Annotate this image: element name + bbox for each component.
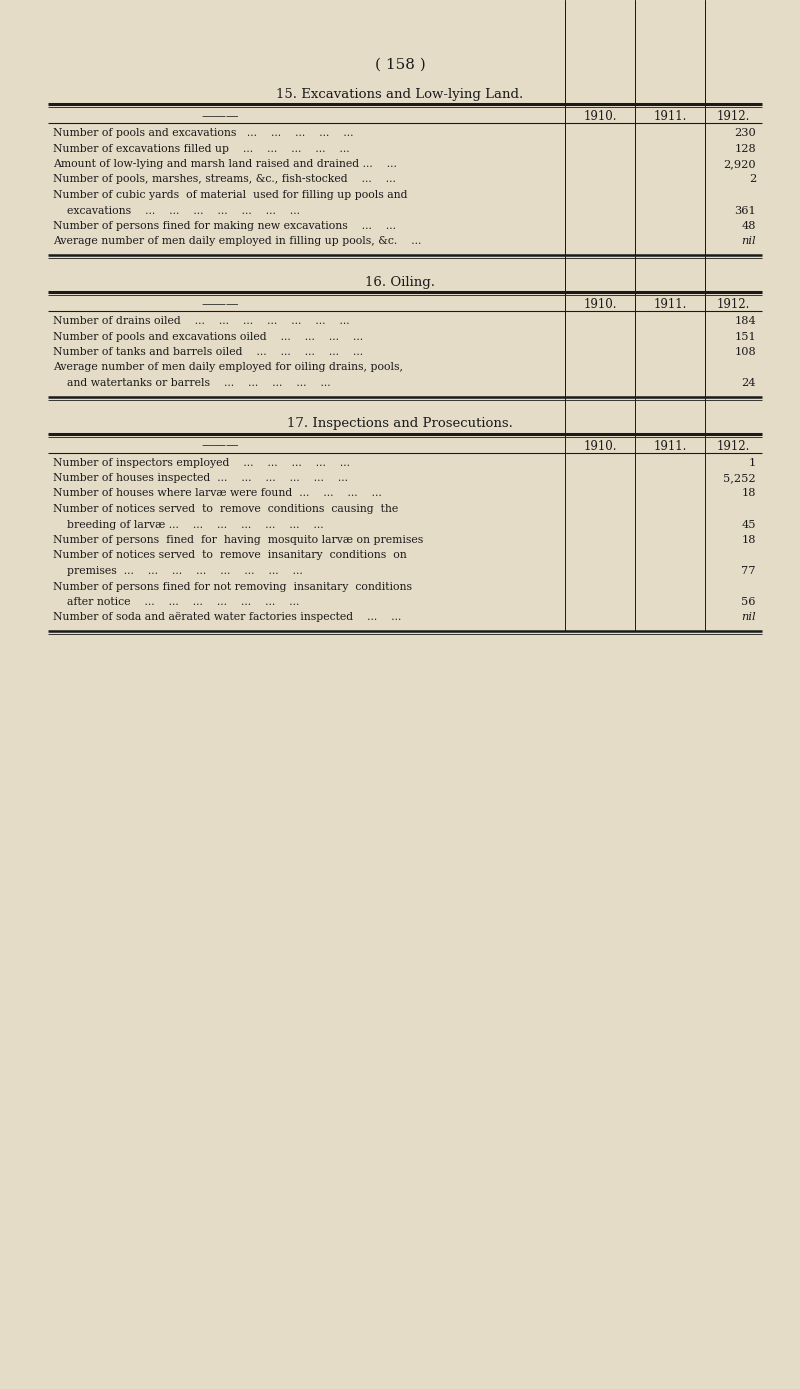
Text: 1911.: 1911. xyxy=(654,299,686,311)
Text: after notice    ...    ...    ...    ...    ...    ...    ...: after notice ... ... ... ... ... ... ... xyxy=(53,597,299,607)
Text: Number of soda and aërated water factories inspected    ...    ...: Number of soda and aërated water factori… xyxy=(53,613,402,622)
Text: Number of pools, marshes, streams, &c., fish-stocked    ...    ...: Number of pools, marshes, streams, &c., … xyxy=(53,175,396,185)
Text: Number of pools and excavations oiled    ...    ...    ...    ...: Number of pools and excavations oiled ..… xyxy=(53,332,363,342)
Text: Number of notices served  to  remove  conditions  causing  the: Number of notices served to remove condi… xyxy=(53,504,398,514)
Text: Number of persons  fined  for  having  mosquito larvæ on premises: Number of persons fined for having mosqu… xyxy=(53,535,423,544)
Text: excavations    ...    ...    ...    ...    ...    ...    ...: excavations ... ... ... ... ... ... ... xyxy=(53,206,300,215)
Text: 18: 18 xyxy=(742,535,756,544)
Text: Amount of low-lying and marsh land raised and drained ...    ...: Amount of low-lying and marsh land raise… xyxy=(53,158,397,169)
Text: 128: 128 xyxy=(734,143,756,154)
Text: 1: 1 xyxy=(749,457,756,468)
Text: 184: 184 xyxy=(734,317,756,326)
Text: Number of drains oiled    ...    ...    ...    ...    ...    ...    ...: Number of drains oiled ... ... ... ... .… xyxy=(53,317,350,326)
Text: 1912.: 1912. xyxy=(717,439,750,453)
Text: premises  ...    ...    ...    ...    ...    ...    ...    ...: premises ... ... ... ... ... ... ... ... xyxy=(53,565,302,576)
Text: 230: 230 xyxy=(734,128,756,138)
Text: 1911.: 1911. xyxy=(654,110,686,124)
Text: 1910.: 1910. xyxy=(583,299,617,311)
Text: 24: 24 xyxy=(742,378,756,388)
Text: Number of houses where larvæ were found  ...    ...    ...    ...: Number of houses where larvæ were found … xyxy=(53,489,382,499)
Text: 2: 2 xyxy=(749,175,756,185)
Text: ———: ——— xyxy=(202,110,238,124)
Text: nil: nil xyxy=(742,236,756,246)
Text: and watertanks or barrels    ...    ...    ...    ...    ...: and watertanks or barrels ... ... ... ..… xyxy=(53,378,330,388)
Text: 361: 361 xyxy=(734,206,756,215)
Text: 18: 18 xyxy=(742,489,756,499)
Text: 56: 56 xyxy=(742,597,756,607)
Text: nil: nil xyxy=(742,613,756,622)
Text: Average number of men daily employed for oiling drains, pools,: Average number of men daily employed for… xyxy=(53,363,403,372)
Text: Number of excavations filled up    ...    ...    ...    ...    ...: Number of excavations filled up ... ... … xyxy=(53,143,350,154)
Text: 77: 77 xyxy=(742,565,756,576)
Text: 5,252: 5,252 xyxy=(723,474,756,483)
Text: 16. Oiling.: 16. Oiling. xyxy=(365,276,435,289)
Text: breeding of larvæ ...    ...    ...    ...    ...    ...    ...: breeding of larvæ ... ... ... ... ... ..… xyxy=(53,519,324,529)
Text: ———: ——— xyxy=(202,439,238,453)
Text: Number of inspectors employed    ...    ...    ...    ...    ...: Number of inspectors employed ... ... ..… xyxy=(53,457,350,468)
Text: 1912.: 1912. xyxy=(717,299,750,311)
Text: Number of houses inspected  ...    ...    ...    ...    ...    ...: Number of houses inspected ... ... ... .… xyxy=(53,474,348,483)
Text: 17. Inspections and Prosecutions.: 17. Inspections and Prosecutions. xyxy=(287,418,513,431)
Text: Number of persons fined for making new excavations    ...    ...: Number of persons fined for making new e… xyxy=(53,221,396,231)
Text: ( 158 ): ( 158 ) xyxy=(374,58,426,72)
Text: 15. Excavations and Low-lying Land.: 15. Excavations and Low-lying Land. xyxy=(276,88,524,101)
Text: 108: 108 xyxy=(734,347,756,357)
Text: 45: 45 xyxy=(742,519,756,529)
Text: 151: 151 xyxy=(734,332,756,342)
Text: Number of cubic yards  of material  used for filling up pools and: Number of cubic yards of material used f… xyxy=(53,190,407,200)
Text: ———: ——— xyxy=(202,299,238,311)
Text: 48: 48 xyxy=(742,221,756,231)
Text: 1910.: 1910. xyxy=(583,110,617,124)
Text: Number of persons fined for not removing  insanitary  conditions: Number of persons fined for not removing… xyxy=(53,582,412,592)
Text: Number of tanks and barrels oiled    ...    ...    ...    ...    ...: Number of tanks and barrels oiled ... ..… xyxy=(53,347,363,357)
Text: 1911.: 1911. xyxy=(654,439,686,453)
Text: 1910.: 1910. xyxy=(583,439,617,453)
Text: Number of pools and excavations   ...    ...    ...    ...    ...: Number of pools and excavations ... ... … xyxy=(53,128,354,138)
Text: Average number of men daily employed in filling up pools, &c.    ...: Average number of men daily employed in … xyxy=(53,236,422,246)
Text: 2,920: 2,920 xyxy=(723,158,756,169)
Text: 1912.: 1912. xyxy=(717,110,750,124)
Text: Number of notices served  to  remove  insanitary  conditions  on: Number of notices served to remove insan… xyxy=(53,550,406,561)
